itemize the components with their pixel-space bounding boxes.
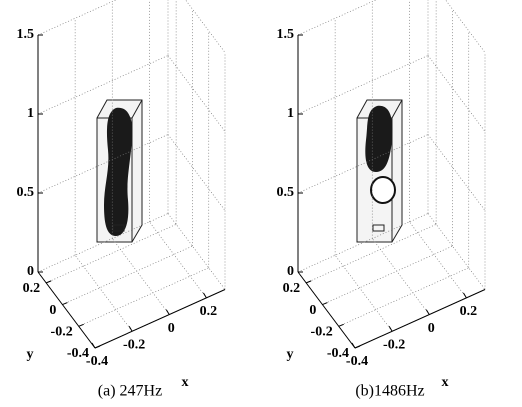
z-tick-label: 1 (287, 106, 294, 121)
z-tick-label: 0 (27, 264, 34, 279)
z-tick-label: 0.5 (17, 185, 35, 200)
tick (166, 310, 169, 315)
y-tick-label: -0.2 (311, 325, 333, 340)
y-tick-label: 0 (309, 303, 316, 318)
grid-line (372, 239, 429, 315)
x-tick-label: -0.2 (383, 338, 405, 353)
z-tick-label: 0.5 (277, 185, 295, 200)
tick (355, 346, 360, 348)
grid-line (75, 255, 132, 331)
y-tick-label: 0 (49, 303, 56, 318)
tick (129, 326, 132, 331)
model-a (97, 100, 142, 242)
grid-line (322, 246, 452, 305)
x-tick-label: 0 (168, 321, 175, 336)
grid-line (298, 56, 428, 115)
z-tick-label: 1.5 (17, 27, 35, 42)
grid-line (38, 0, 168, 35)
x-tick-label: 0.2 (460, 304, 478, 319)
tick (92, 343, 95, 348)
model-b (357, 100, 402, 242)
y-tick-label: -0.2 (51, 325, 73, 340)
grid-line (62, 246, 192, 305)
x-tick-label: 0 (428, 321, 435, 336)
grid-line (168, 0, 225, 53)
grid-line (79, 268, 209, 327)
grid-line (335, 255, 392, 331)
y-axis-label: y (287, 347, 294, 362)
grid-line (409, 222, 466, 298)
figure: 0 0.5 1 1.5 -0.4 -0.2 0 0.2 -0.4 -0.2 0 0.2 y x (a) 24… (0, 0, 522, 407)
caption: (b)1486Hz (355, 383, 424, 400)
x-tick-label: 0.2 (200, 304, 218, 319)
x-tick-label: -0.4 (86, 354, 108, 369)
tick (389, 326, 392, 331)
tick (322, 303, 327, 305)
x-axis-label: x (442, 375, 449, 390)
tick (306, 281, 311, 283)
tick (79, 324, 84, 326)
tick (463, 293, 466, 298)
tick (426, 310, 429, 315)
x-axis-label: x (182, 375, 189, 390)
tick (339, 324, 344, 326)
z-tick-label: 1 (27, 106, 34, 121)
tick (46, 281, 51, 283)
grid-line (428, 0, 485, 53)
z-tick-label: 1.5 (277, 27, 295, 42)
tick (352, 343, 355, 348)
z-tick-label: 0 (287, 264, 294, 279)
y-tick-label: 0.2 (283, 281, 301, 296)
grid-line (298, 0, 428, 35)
grid-line (428, 214, 485, 290)
y-axis-label: y (27, 347, 34, 362)
tick (203, 293, 206, 298)
grid-line (428, 135, 485, 211)
grid-line (428, 56, 485, 132)
grid-line (168, 56, 225, 132)
x-tick-label: -0.2 (123, 338, 145, 353)
grid-line (38, 56, 168, 115)
tick (62, 303, 67, 305)
y-tick-label: 0.2 (23, 281, 41, 296)
shape (371, 177, 395, 203)
grid-line (339, 268, 469, 327)
grid-line (168, 135, 225, 211)
grid-line (168, 214, 225, 290)
tick (95, 346, 100, 348)
caption: (a) 247Hz (98, 383, 162, 400)
grid-line (149, 222, 206, 298)
grid-line (112, 239, 169, 315)
x-tick-label: -0.4 (346, 354, 368, 369)
